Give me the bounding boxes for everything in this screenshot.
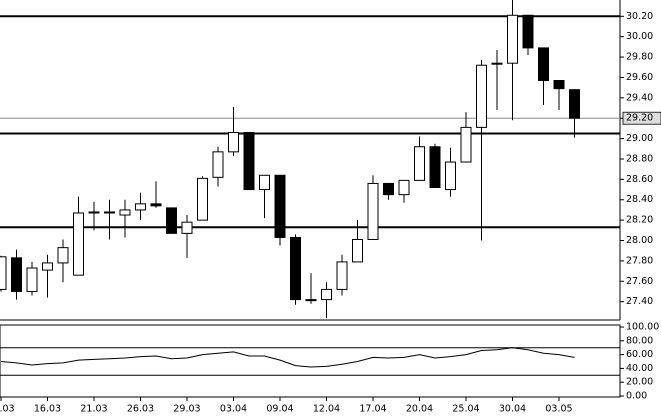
candle-body	[181, 221, 193, 234]
y-tick-label: 27.60	[626, 276, 653, 287]
y-tick-label: 60.00	[626, 349, 653, 360]
candle-body	[0, 256, 7, 290]
candle-body	[166, 207, 177, 234]
candle-body	[352, 238, 363, 263]
x-tick-label: 16.03	[34, 404, 61, 415]
candle-body	[104, 211, 115, 214]
candle-body	[336, 261, 348, 290]
candle-body	[57, 247, 69, 264]
y-tick-label: 80.00	[626, 335, 653, 346]
rsi-line	[0, 347, 575, 368]
candle-body	[42, 262, 53, 271]
candle-body	[305, 299, 317, 302]
x-tick-label: 11.03	[0, 404, 15, 415]
y-tick-label: 29.60	[626, 72, 653, 83]
candle-body	[429, 146, 441, 189]
y-tick-label: 29.20	[626, 113, 653, 124]
candle-body	[73, 212, 84, 276]
x-tick-label: 29.03	[173, 404, 200, 415]
candle-body	[569, 89, 580, 119]
candle-body	[491, 62, 503, 65]
candle-body	[460, 126, 472, 163]
x-tick-label: 21.03	[80, 404, 107, 415]
candle-body	[507, 14, 518, 64]
x-tick-label: 25.04	[452, 404, 479, 415]
candle-body	[150, 203, 162, 207]
y-tick-label: 28.00	[626, 235, 653, 246]
candle-body	[119, 209, 131, 216]
candle-body	[11, 257, 22, 292]
last-price-box	[622, 111, 661, 125]
y-tick-label: 40.00	[626, 363, 653, 374]
candle-body	[26, 267, 38, 292]
candle-body	[553, 80, 565, 90]
y-tick-label: 27.40	[626, 296, 653, 307]
candle-body	[274, 174, 286, 238]
candle-body	[212, 151, 224, 178]
x-tick-label: 30.04	[499, 404, 526, 415]
x-tick-label: 03.05	[545, 404, 572, 415]
candle-body	[135, 203, 146, 211]
y-tick-label: 29.00	[626, 133, 653, 144]
x-tick-label: 03.04	[220, 404, 247, 415]
y-tick-label: 30.00	[626, 31, 653, 42]
y-tick-label: 100.00	[626, 322, 659, 333]
x-tick-label: 26.03	[127, 404, 154, 415]
y-tick-label: 28.80	[626, 153, 653, 164]
candle-body	[321, 288, 332, 301]
x-tick-label: 20.04	[406, 404, 433, 415]
candle-body	[476, 64, 487, 128]
y-tick-label: 28.40	[626, 194, 653, 205]
y-tick-label: 28.20	[626, 215, 653, 226]
candle-body	[367, 182, 379, 240]
y-tick-label: 20.00	[626, 377, 653, 388]
y-tick-label: 27.80	[626, 255, 653, 266]
candle-body	[228, 131, 239, 153]
candle-body	[88, 211, 100, 214]
x-tick-label: 17.04	[359, 404, 386, 415]
candle-body	[398, 179, 410, 196]
candle-body	[243, 131, 255, 191]
y-tick-label: 30.20	[626, 11, 653, 22]
y-tick-label: 29.40	[626, 92, 653, 103]
candle-body	[290, 236, 301, 301]
y-tick-label: 29.80	[626, 52, 653, 63]
candle-body	[259, 174, 270, 191]
candle-body	[538, 47, 549, 82]
candle-body	[383, 182, 394, 196]
panel-frame	[0, 324, 621, 398]
candle-body	[522, 14, 534, 49]
candle-body	[414, 146, 425, 181]
x-tick-label: 09.04	[266, 404, 293, 415]
candle-body	[197, 177, 208, 221]
y-tick-label: 0.00	[626, 391, 647, 402]
candle-body	[445, 161, 456, 191]
y-tick-label: 28.60	[626, 174, 653, 185]
x-tick-label: 12.04	[313, 404, 340, 415]
